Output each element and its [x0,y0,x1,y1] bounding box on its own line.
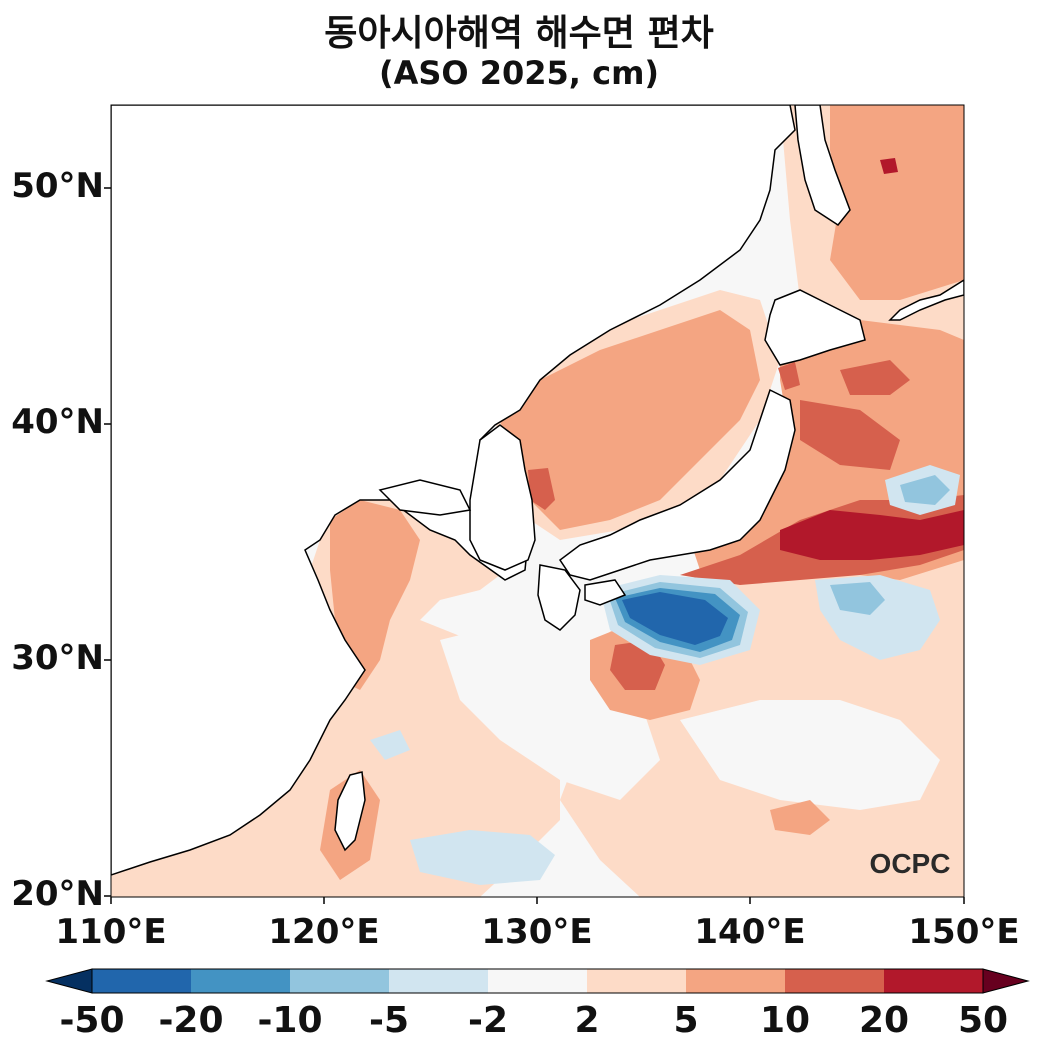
lat-label-20n: 20°N [11,874,104,914]
colorbar-tick-label: -10 [257,1000,323,1041]
colorbar-segment [290,969,390,993]
anomaly-negative-mid-east [830,582,885,615]
land-sakhalin [794,105,851,227]
land-kuril-kamchatka-edge [888,279,964,321]
lon-label-130e: 130°E [481,912,593,952]
colorbar-segment [92,969,192,993]
anomaly-positive-strong-tsugaru [778,362,800,390]
colorbar-extend-low [45,968,93,994]
anomaly-positive-mid-east-small [770,800,830,835]
land-taiwan [334,771,366,852]
colorbar-tick-label: 10 [759,1000,811,1041]
colorbar-segment [488,969,588,993]
land-hokkaido [764,289,866,366]
ocpc-watermark: OCPC [870,848,951,879]
anomaly-positive-strong-north [800,400,900,470]
colorbar-tick-label: -20 [158,1000,224,1041]
colorbar-segment [389,969,489,993]
anomaly-negative-max-eddy-core [622,592,728,645]
colorbar-tick-label: 50 [957,1000,1009,1041]
lon-label-120e: 120°E [268,912,380,952]
anomaly-positive-strong-east [840,360,910,395]
anomaly-negative-weak-south [410,830,555,885]
anomaly-positive-max-kuroshio-extension [780,510,964,560]
lat-label-30n: 30°N [11,638,104,678]
colorbar-tick-label: 5 [673,1000,699,1041]
colorbar-tick-label: -50 [59,1000,125,1041]
land-honshu [558,388,796,581]
lat-label-50n: 50°N [11,166,104,206]
anomaly-positive-max-okhotsk-spot [880,158,898,174]
land-kyushu [537,564,581,631]
lon-label-140e: 140°E [694,912,806,952]
colorbar-segment [191,969,291,993]
axis-ticks [104,187,965,904]
anomaly-positive-mid-eastsea [500,310,760,530]
land-shikoku [584,579,627,606]
anomaly-positive-strong-korea-coast [528,468,555,510]
colorbar-tick-label: -2 [468,1000,508,1041]
colorbar-tick-label: 20 [858,1000,910,1041]
anomaly-positive-mid-okhotsk [830,105,964,300]
land-korea-peninsula [469,424,536,571]
land-masses [111,105,964,876]
colorbar-extend-high [982,968,1030,994]
ocean-neutral-southeast-patch [680,700,940,810]
colorbar-segment [785,969,885,993]
lon-label-150e: 150°E [908,912,1020,952]
anomaly-negative-weak-west [370,730,410,760]
lon-label-110e: 110°E [55,912,167,952]
anomaly-positive-mid-yellowsea [330,500,420,690]
chart-subtitle: (ASO 2025, cm) [378,54,660,92]
colorbar-tick-label: 2 [574,1000,600,1041]
colorbar-tick-label: -5 [369,1000,409,1041]
colorbar-segment [587,969,687,993]
colorbar-frame [91,968,984,994]
lat-label-40n: 40°N [11,402,104,442]
anomaly-negative-mid-kuroshio-eddy [900,475,950,505]
land-shandong [378,479,472,516]
colorbar-segment [884,969,984,993]
chart-title: 동아시아해역 해수면 편차 [324,13,714,54]
colorbar [45,968,1030,994]
colorbar-segment [686,969,786,993]
